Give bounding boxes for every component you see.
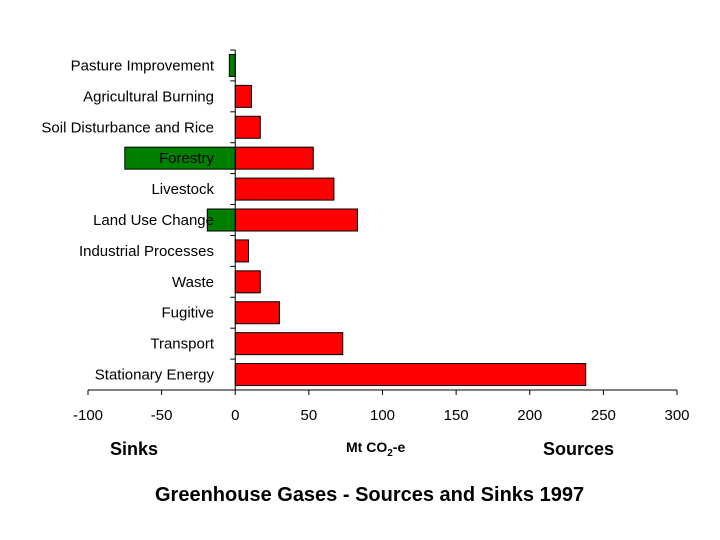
category-label: Pasture Improvement [71,57,215,74]
source-bar [234,301,280,325]
category-label: Fugitive [161,305,214,322]
x-tick-label: 50 [301,407,318,424]
x-tick-label: 100 [370,407,395,424]
category-label: Transport [150,336,214,353]
category-label: Soil Disturbance and Rice [41,119,214,136]
bars-group [124,53,587,387]
source-bar [234,363,587,387]
sources-label: Sources [543,439,614,459]
source-bar [234,146,314,170]
sink-bar [228,53,236,77]
source-bar [234,177,335,201]
category-label: Stationary Energy [95,367,215,384]
category-label: Industrial Processes [79,243,214,260]
x-tick-label: 250 [591,407,616,424]
x-tick-label: 300 [664,407,689,424]
category-label: Waste [172,274,214,291]
source-bar [234,84,252,108]
x-axis-unit-main: Mt CO [346,439,387,455]
x-tick-label: 0 [231,407,239,424]
category-labels: Pasture Improvement Agricultural Burning S… [41,57,214,383]
source-bar [234,270,261,294]
sinks-label: Sinks [110,439,158,459]
category-label: Agricultural Burning [83,88,214,105]
category-label: Forestry [159,150,215,167]
x-tick-label: 200 [517,407,542,424]
x-tick-label: -50 [151,407,173,424]
tick-labels: -100 -50 0 50 100 150 200 250 300 [73,407,690,424]
axes [87,49,678,395]
x-tick-label: 150 [444,407,469,424]
x-tick-label: -100 [73,407,103,424]
category-label: Livestock [151,181,214,198]
source-bar [234,239,250,263]
source-bar [234,332,344,356]
x-axis-unit-label: Mt CO2-e [346,439,405,459]
chart-title: Greenhouse Gases - Sources and Sinks 199… [155,484,584,506]
x-axis-unit-subscript: 2 [387,448,393,459]
x-axis-unit-suffix: -e [393,439,406,455]
source-bar [234,115,261,139]
category-label: Land Use Change [93,212,214,229]
source-bar [234,208,358,232]
